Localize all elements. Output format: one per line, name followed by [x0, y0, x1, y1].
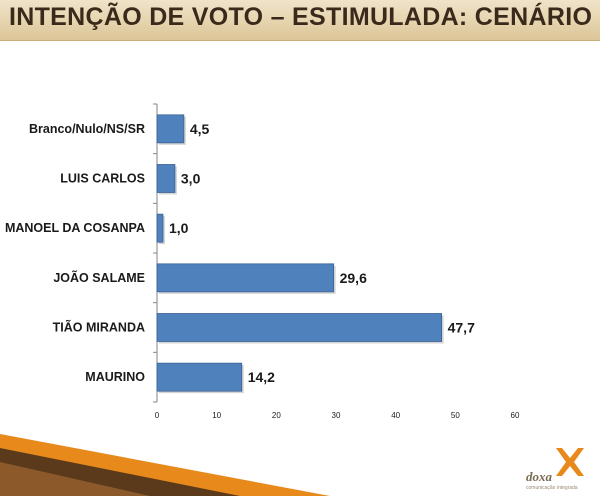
category-label: MAURINO	[85, 370, 145, 384]
page-title: INTENÇÃO DE VOTO – ESTIMULADA: CENÁRIO I…	[9, 3, 600, 31]
x-tick-label: 40	[391, 411, 400, 420]
header-banner: INTENÇÃO DE VOTO – ESTIMULADA: CENÁRIO I…	[0, 0, 600, 41]
value-label: 14,2	[248, 369, 275, 385]
bar	[156, 362, 243, 392]
logo-tagline: comunicação integrada	[526, 485, 578, 491]
category-label: MANOEL DA COSANPA	[5, 221, 145, 235]
category-label: JOÃO SALAME	[53, 270, 145, 285]
x-tick-label: 50	[451, 411, 460, 420]
x-tick-label: 20	[272, 411, 281, 420]
x-tick-label: 10	[212, 411, 221, 420]
bar	[156, 164, 176, 193]
value-label: 3,0	[181, 171, 201, 187]
value-label: 1,0	[169, 220, 189, 236]
x-tick-label: 60	[511, 411, 520, 420]
x-tick-label: 30	[332, 411, 341, 420]
x-tick-label: 0	[155, 411, 160, 420]
bar	[156, 263, 335, 293]
category-label: LUIS CARLOS	[60, 172, 145, 186]
bar	[156, 114, 185, 144]
value-label: 4,5	[190, 121, 210, 137]
value-label: 47,7	[448, 320, 475, 336]
bar	[156, 213, 164, 243]
category-label: Branco/Nulo/NS/SR	[29, 122, 145, 136]
category-label: TIÃO MIRANDA	[53, 320, 145, 335]
value-label: 29,6	[340, 270, 367, 286]
bar	[156, 313, 443, 342]
logo-name: doxa	[526, 469, 552, 484]
